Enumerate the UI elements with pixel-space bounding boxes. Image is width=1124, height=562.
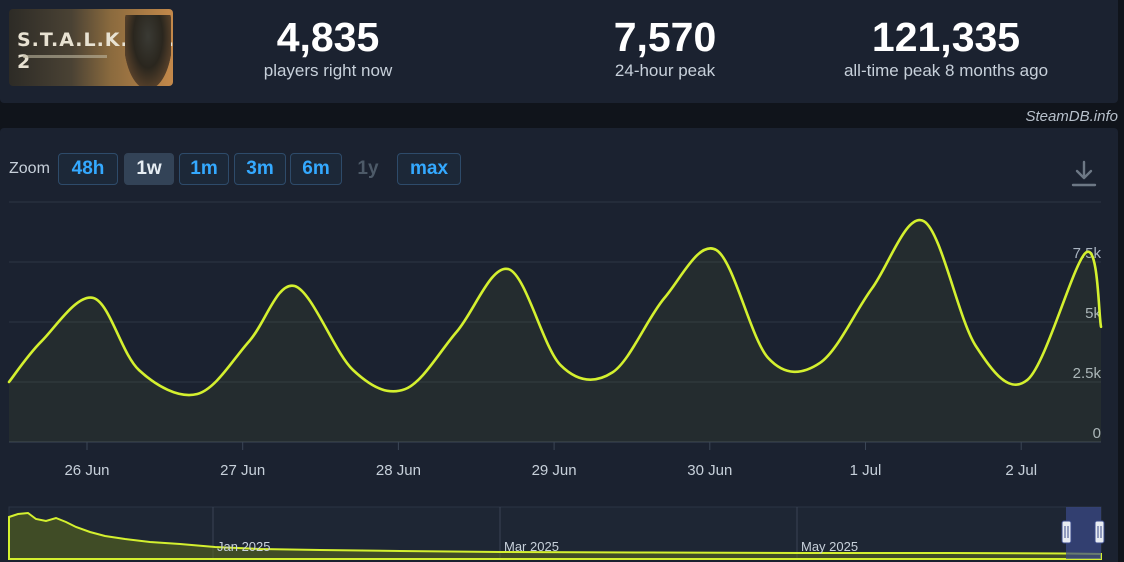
x-tick-label: 26 Jun	[64, 462, 109, 479]
navigator-ticks: Jan 2025 Mar 2025 May 2025	[217, 539, 858, 554]
stat-all-time-peak: 121,335 all-time peak 8 months ago	[818, 14, 1074, 82]
players-now-label: players right now	[263, 61, 393, 80]
players-now-value: 4,835	[276, 14, 380, 60]
series-line-players	[7, 218, 1103, 397]
stalker-figure-image	[125, 15, 171, 86]
zoom-max-button[interactable]: max	[397, 153, 461, 185]
zoom-48h-button[interactable]: 48h	[58, 153, 118, 185]
zoom-6m-button[interactable]: 6m	[290, 153, 342, 185]
navigator-tick-label: May 2025	[801, 539, 858, 554]
navigator-tick-label: Mar 2025	[504, 539, 559, 554]
navigator-tick-label: Jan 2025	[217, 539, 271, 554]
x-tick-label: 2 Jul	[1005, 462, 1037, 479]
zoom-3m-button[interactable]: 3m	[234, 153, 286, 185]
y-tick-label: 2.5k	[1073, 365, 1102, 382]
x-axis-ticks: 26 Jun 27 Jun 28 Jun 29 Jun 30 Jun 1 Jul 2 Jul	[64, 442, 1037, 479]
game-cover-image[interactable]: S.T.A.L.K.E.R. 2	[9, 9, 173, 86]
x-tick-label: 1 Jul	[850, 462, 882, 479]
chart-grid	[9, 201, 1101, 443]
all-time-peak-label: all-time peak 8 months ago	[843, 61, 1049, 80]
steamdb-credit-link[interactable]: SteamDB.info	[1025, 108, 1118, 125]
y-tick-label: 0	[1093, 425, 1101, 442]
chart-panel	[0, 128, 1118, 562]
navigator-area	[8, 511, 1102, 560]
all-time-peak-value: 121,335	[871, 14, 1021, 60]
navigator-right-handle[interactable]	[1094, 520, 1105, 544]
series-area-fill	[9, 220, 1101, 442]
download-icon[interactable]	[1071, 160, 1097, 188]
y-tick-label: 5k	[1085, 305, 1101, 322]
stat-players-now: 4,835 players right now	[228, 14, 428, 82]
x-tick-label: 30 Jun	[687, 462, 732, 479]
zoom-1w-button[interactable]: 1w	[124, 153, 174, 185]
peak-24h-value: 7,570	[613, 14, 717, 60]
game-cover-subtitle-bar	[23, 55, 107, 58]
x-tick-label: 29 Jun	[532, 462, 577, 479]
zoom-label: Zoom	[9, 160, 50, 177]
navigator-left-handle[interactable]	[1061, 520, 1072, 544]
x-tick-label: 27 Jun	[220, 462, 265, 479]
navigator-chart[interactable]: Jan 2025 Mar 2025 May 2025	[0, 505, 1118, 562]
zoom-1m-button[interactable]: 1m	[179, 153, 229, 185]
stat-24h-peak: 7,570 24-hour peak	[536, 14, 794, 82]
zoom-1y-button: 1y	[357, 158, 379, 179]
peak-24h-label: 24-hour peak	[614, 61, 716, 80]
stats-bar: S.T.A.L.K.E.R. 2 4,835 players right now…	[0, 0, 1118, 103]
x-tick-label: 28 Jun	[376, 462, 421, 479]
